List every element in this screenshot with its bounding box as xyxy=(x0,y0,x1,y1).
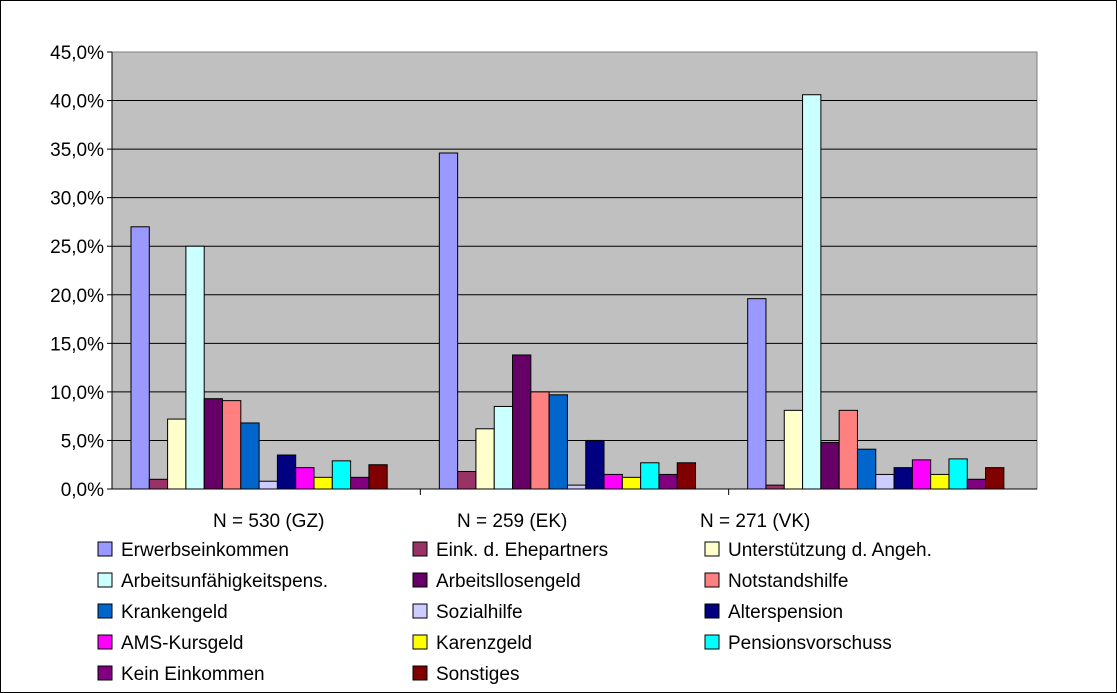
bar-9-1 xyxy=(603,473,623,490)
bar-7-2 xyxy=(875,473,895,490)
legend-label: AMS-Kursgeld xyxy=(121,633,244,654)
bar-5-1 xyxy=(530,391,550,490)
legend-swatch xyxy=(412,603,428,619)
legend-label: Unterstützung d. Angeh. xyxy=(728,540,932,561)
legend-label: Sonstiges xyxy=(436,664,519,685)
y-tick-label: 45,0% xyxy=(50,43,104,64)
y-axis-ticks: 0,0% 5,0% 10,0% 15,0% 20,0% 25,0% 30,0% 35,0% 40… xyxy=(50,43,112,501)
legend-label: Kein Einkommen xyxy=(121,664,265,685)
legend-swatch xyxy=(704,603,720,619)
bar-11-2 xyxy=(948,458,968,490)
bar-7-0 xyxy=(258,480,278,490)
bar-8-1 xyxy=(585,439,605,490)
bar-8-2 xyxy=(893,467,913,490)
bar-4-1 xyxy=(512,354,532,490)
bar-12-2 xyxy=(966,478,987,490)
bar-2-0 xyxy=(167,418,187,490)
legend-label: Alterspension xyxy=(728,602,843,623)
y-tick-label: 10,0% xyxy=(50,383,104,404)
bar-5-2 xyxy=(838,409,858,490)
legend-swatch xyxy=(704,634,720,650)
bar-4-2 xyxy=(820,441,840,490)
bar-5-0 xyxy=(222,400,242,490)
legend-label: Karenzgeld xyxy=(436,633,532,654)
bar-0-2 xyxy=(747,298,767,490)
x-category-label: N = 259 (EK) xyxy=(457,511,567,532)
y-tick-label: 40,0% xyxy=(50,92,104,113)
legend-swatch xyxy=(704,572,720,588)
legend-swatch xyxy=(412,634,428,650)
legend-swatch xyxy=(704,541,720,557)
legend-swatch xyxy=(412,541,428,557)
bar-12-0 xyxy=(350,476,370,490)
bar-2-2 xyxy=(783,409,804,490)
legend-label: Pensionsvorschuss xyxy=(728,633,892,654)
bar-13-1 xyxy=(676,462,697,490)
legend: Erwerbseinkommen Eink. d. Ehepartners Unte… xyxy=(97,540,932,685)
bar-8-0 xyxy=(276,454,297,490)
y-tick-label: 0,0% xyxy=(61,480,104,501)
bar-1-0 xyxy=(148,478,169,490)
bar-6-1 xyxy=(548,394,568,490)
bar-3-0 xyxy=(185,245,205,490)
bar-10-1 xyxy=(621,476,642,490)
y-tick-label: 20,0% xyxy=(50,286,104,307)
y-tick-label: 25,0% xyxy=(50,237,104,258)
bar-6-2 xyxy=(856,448,877,490)
bar-9-0 xyxy=(295,467,315,490)
bar-11-1 xyxy=(640,462,660,490)
bar-1-2 xyxy=(765,484,785,490)
x-category-label: N = 271 (VK) xyxy=(700,511,810,532)
bar-4-0 xyxy=(203,398,223,490)
legend-label: Sozialhilfe xyxy=(436,602,523,623)
bar-9-2 xyxy=(911,459,932,490)
gridlines xyxy=(112,100,1037,441)
legend-swatch xyxy=(412,572,428,588)
bar-10-2 xyxy=(930,473,950,490)
bar-3-1 xyxy=(493,405,514,490)
legend-swatch xyxy=(97,541,113,557)
bar-2-1 xyxy=(475,428,495,490)
legend-label: Arbeitsllosengeld xyxy=(436,571,581,592)
legend-swatch xyxy=(412,665,428,681)
x-category-label: N = 530 (GZ) xyxy=(213,511,324,532)
bar-10-0 xyxy=(313,476,333,490)
legend-swatch xyxy=(97,572,113,588)
bar-11-0 xyxy=(331,460,352,490)
y-tick-label: 30,0% xyxy=(50,189,104,210)
legend-label: Eink. d. Ehepartners xyxy=(436,540,608,561)
bar-12-1 xyxy=(658,473,678,490)
legend-label: Arbeitsunfähigkeitspens. xyxy=(121,571,328,592)
legend-label: Krankengeld xyxy=(121,602,228,623)
bar-0-1 xyxy=(438,152,459,490)
legend-swatch xyxy=(97,603,113,619)
bar-13-0 xyxy=(368,464,388,490)
legend-swatch xyxy=(97,665,113,681)
bar-1-1 xyxy=(457,471,477,490)
legend-label: Notstandshilfe xyxy=(728,571,848,592)
y-tick-label: 15,0% xyxy=(50,334,104,355)
x-axis-labels: N = 530 (GZ) N = 259 (EK) N = 271 (VK) xyxy=(213,511,810,532)
y-tick-label: 35,0% xyxy=(50,140,104,161)
bar-3-2 xyxy=(802,94,822,490)
y-tick-label: 5,0% xyxy=(61,431,104,452)
bar-6-0 xyxy=(240,422,260,490)
bar-13-2 xyxy=(985,467,1005,490)
bar-0-0 xyxy=(130,226,150,490)
legend-label: Erwerbseinkommen xyxy=(121,540,289,561)
plot-area xyxy=(111,51,1038,490)
legend-swatch xyxy=(97,634,113,650)
bar-7-1 xyxy=(566,484,587,490)
